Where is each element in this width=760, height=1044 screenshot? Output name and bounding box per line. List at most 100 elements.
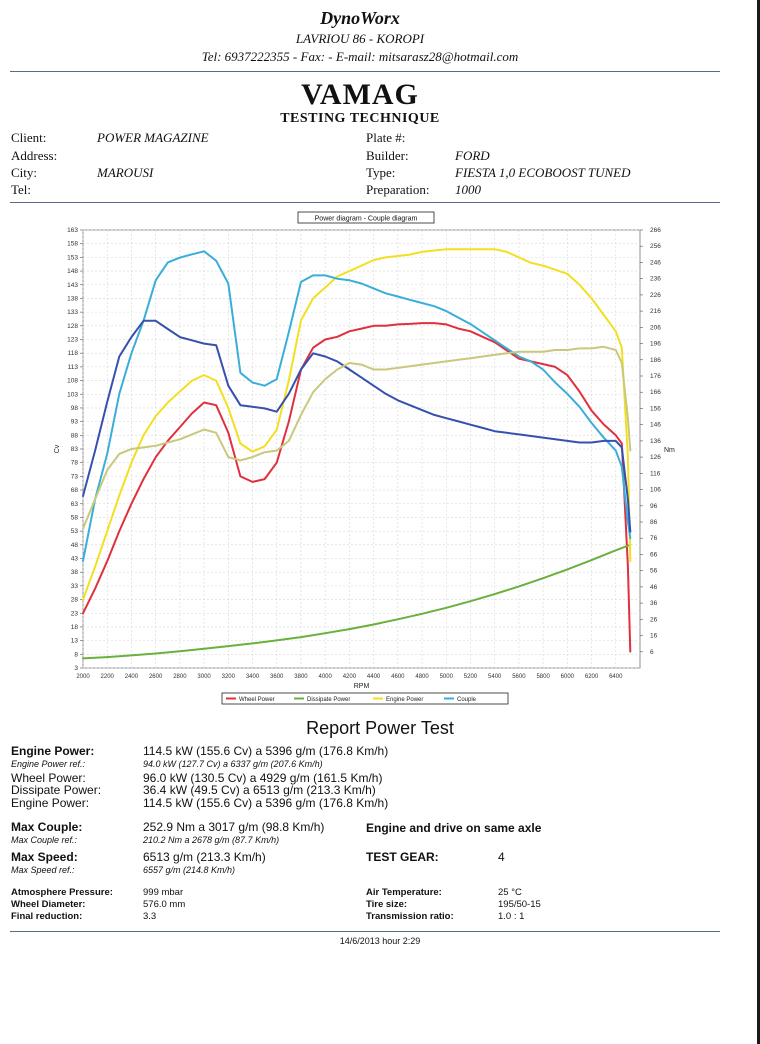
legend-label: Dissipate Power — [307, 697, 350, 703]
x-tick-label: 3600 — [270, 674, 284, 680]
x-tick-label: 5000 — [440, 674, 454, 680]
legend-label: Wheel Power — [239, 697, 275, 703]
x-tick-label: 4200 — [343, 674, 357, 680]
y2-tick-label: 66 — [650, 551, 658, 558]
y-tick-label: 73 — [71, 473, 79, 480]
y-tick-label: 133 — [67, 309, 78, 316]
y-tick-label: 138 — [67, 295, 78, 302]
y-tick-label: 8 — [74, 651, 78, 658]
y2-tick-label: 126 — [650, 454, 661, 461]
axle-note: Engine and drive on same axle — [366, 821, 542, 835]
x-tick-label: 3800 — [294, 674, 308, 680]
engine-power2-value: 114.5 kW (155.6 Cv) a 5396 g/m (176.8 Km… — [143, 796, 389, 810]
y2-tick-label: 196 — [650, 341, 661, 348]
y-tick-label: 3 — [74, 665, 78, 672]
engine-power-ref-value: 94.0 kW (127.7 Cv) a 6337 g/m (207.6 Km/… — [143, 759, 323, 769]
series-line-3 — [82, 248, 632, 601]
y2-tick-label: 256 — [650, 243, 661, 250]
footer-divider — [10, 931, 720, 932]
legend-box — [221, 692, 509, 705]
y2-tick-label: 116 — [650, 470, 661, 477]
max-couple-label: Max Couple: — [11, 820, 83, 834]
client-label: Client: — [11, 130, 47, 145]
dissipate-power-value: 36.4 kW (49.5 Cv) a 6513 g/m (213.3 Km/h… — [143, 783, 376, 797]
x-tick-label: 5600 — [512, 674, 526, 680]
y-tick-label: 78 — [71, 460, 79, 467]
y2-tick-label: 226 — [650, 292, 661, 299]
company-address: LAVRIOU 86 - KOROPI — [295, 31, 425, 46]
series-line-5 — [82, 319, 632, 533]
company-name: DynoWorx — [320, 8, 400, 28]
x-tick-label: 3200 — [222, 674, 236, 680]
x-tick-label: 6400 — [609, 674, 623, 680]
dyno-chart: 2000 2200 2400 2600 2800 3000 3200 3400 3600 3800… — [0, 208, 760, 708]
x-tick-label: 6000 — [561, 674, 575, 680]
wheel-diameter-value: 576.0 mm — [143, 899, 186, 910]
max-speed-label: Max Speed: — [11, 850, 78, 864]
x-tick-label: 3400 — [246, 674, 260, 680]
y-tick-label: 58 — [71, 514, 79, 521]
y-tick-label: 153 — [67, 254, 78, 261]
y2-tick-label: 106 — [650, 487, 661, 494]
brand-subtitle: TESTING TECHNIQUE — [280, 111, 440, 126]
y2-tick-label: 166 — [650, 389, 661, 396]
legend-label: Engine Power — [386, 697, 423, 703]
air-temp-label: Air Temperature: — [366, 887, 442, 898]
y-tick-label: 158 — [67, 241, 78, 248]
y2-tick-label: 236 — [650, 276, 661, 283]
engine-power-value: 114.5 kW (155.6 Cv) a 5396 g/m (176.8 Km… — [143, 744, 389, 758]
y-tick-label: 103 — [67, 391, 78, 398]
x-tick-label: 6200 — [585, 674, 599, 680]
type-label: Type: — [366, 165, 396, 180]
y2-tick-label: 46 — [650, 584, 658, 591]
y2-tick-label: 16 — [650, 633, 658, 640]
series-line-4 — [82, 250, 632, 562]
y-tick-label: 38 — [71, 569, 79, 576]
atm-pressure-label: Atmosphere Pressure: — [11, 887, 113, 898]
y-tick-label: 68 — [71, 487, 79, 494]
tire-size-label: Tire size: — [366, 899, 408, 910]
y2-axis-label: Nm — [664, 447, 675, 454]
x-tick-label: 2000 — [76, 674, 90, 680]
y-tick-label: 93 — [71, 419, 79, 426]
dyno-chart-svg: 2000 2200 2400 2600 2800 3000 3200 3400 3600 3800… — [54, 211, 675, 705]
y2-tick-label: 266 — [650, 227, 661, 234]
y-tick-label: 63 — [71, 501, 79, 508]
x-tick-label: 2200 — [101, 674, 115, 680]
wheel-power-label: Wheel Power: — [11, 771, 86, 785]
y-tick-label: 53 — [71, 528, 79, 535]
y-tick-label: 118 — [68, 350, 79, 357]
engine-power-label: Engine Power: — [11, 744, 95, 758]
y2-tick-label: 56 — [650, 568, 658, 575]
builder-value: FORD — [455, 148, 490, 163]
tel-label: Tel: — [11, 182, 32, 197]
y-tick-label: 88 — [71, 432, 79, 439]
city-value: MAROUSI — [97, 165, 154, 180]
x-tick-label: 4000 — [318, 674, 332, 680]
brand-title: VAMAG — [301, 78, 419, 111]
final-reduction-value: 3.3 — [143, 911, 157, 922]
y-tick-label: 13 — [71, 638, 79, 645]
max-speed-value: 6513 g/m (213.3 Km/h) — [143, 850, 266, 864]
x-tick-label: 4400 — [367, 674, 381, 680]
header-divider — [10, 71, 720, 72]
y-tick-label: 18 — [71, 624, 79, 631]
type-value: FIESTA 1,0 ECOBOOST TUNED — [455, 165, 631, 180]
x-tick-label: 2800 — [173, 674, 187, 680]
transmission-ratio-value: 1.0 : 1 — [498, 911, 525, 922]
y-tick-label: 83 — [71, 446, 79, 453]
air-temp-value: 25 °C — [498, 887, 522, 898]
y-tick-label: 28 — [71, 597, 79, 604]
series-line-6 — [82, 345, 632, 530]
y-tick-label: 23 — [71, 610, 79, 617]
final-reduction-label: Final reduction: — [11, 911, 83, 922]
y2-tick-label: 176 — [650, 373, 661, 380]
report-timestamp: 14/6/2013 hour 2:29 — [339, 936, 421, 946]
chart-title: Power diagram - Couple diagram — [315, 216, 418, 223]
city-label: City: — [11, 165, 38, 180]
legend-label: Couple — [457, 697, 477, 703]
x-tick-label: 4800 — [415, 674, 429, 680]
max-speed-ref-value: 6557 g/m (214.8 Km/h) — [143, 865, 236, 875]
info-divider — [10, 202, 720, 203]
preparation-value: 1000 — [455, 182, 481, 197]
